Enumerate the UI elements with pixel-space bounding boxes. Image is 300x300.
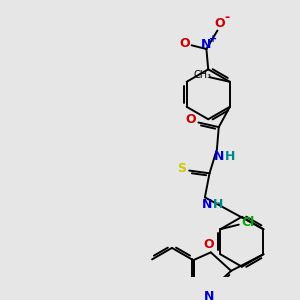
Text: O: O: [180, 37, 190, 50]
Text: O: O: [204, 238, 214, 251]
Text: H: H: [213, 198, 223, 211]
Text: -: -: [224, 11, 229, 24]
Text: Cl: Cl: [242, 216, 255, 229]
Text: N: N: [204, 290, 214, 300]
Text: N: N: [202, 198, 212, 211]
Text: S: S: [177, 162, 186, 175]
Text: +: +: [209, 34, 217, 44]
Text: N: N: [201, 38, 212, 51]
Text: H: H: [225, 150, 235, 163]
Text: O: O: [186, 113, 196, 126]
Text: O: O: [214, 16, 225, 30]
Text: N: N: [214, 150, 224, 163]
Text: CH₃: CH₃: [193, 70, 211, 80]
